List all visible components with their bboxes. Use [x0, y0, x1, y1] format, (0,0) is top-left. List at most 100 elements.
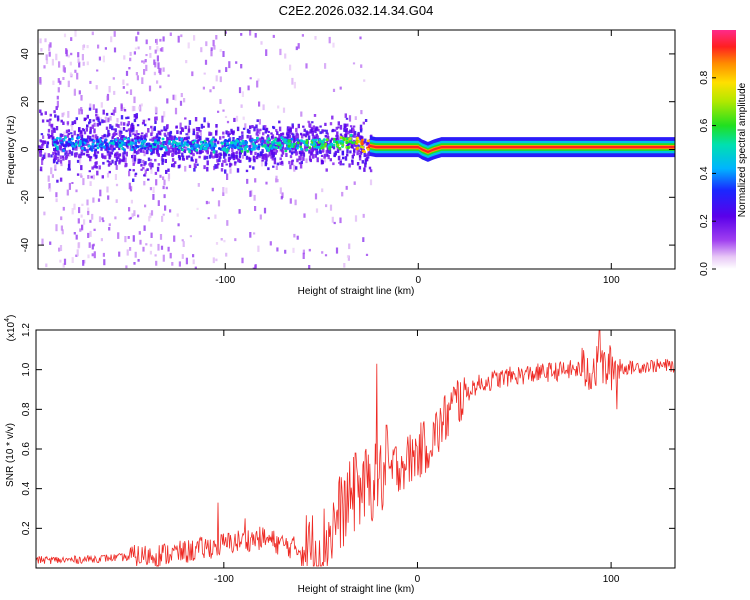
spectral-cell: [236, 146, 240, 149]
spectral-cell: [369, 169, 373, 173]
spectral-cell: [262, 153, 265, 157]
spectral-cell: [334, 138, 338, 143]
spectral-cell: [105, 126, 109, 130]
spectral-cell: [86, 199, 89, 206]
spectral-cell: [210, 155, 213, 158]
spectral-cell: [81, 143, 85, 147]
spectral-cell: [276, 162, 279, 166]
spectral-cell: [358, 154, 362, 158]
spectral-cell: [238, 87, 242, 94]
spectral-cell: [41, 238, 44, 246]
spectral-cell: [102, 55, 105, 63]
spectral-cell: [280, 160, 284, 164]
spectral-cell: [108, 86, 111, 93]
spectral-cell: [54, 144, 57, 147]
spectral-cell: [321, 146, 325, 150]
spectral-cell: [343, 127, 346, 132]
spectral-cell: [180, 137, 183, 141]
spectral-cell: [130, 185, 133, 189]
spectral-cell: [41, 158, 44, 165]
spectral-cell: [332, 88, 336, 92]
spectral-cell: [284, 138, 287, 142]
spectral-cell: [92, 104, 95, 110]
spectral-cell: [321, 129, 324, 134]
spectral-cell: [132, 147, 135, 151]
spectral-cell: [199, 147, 203, 151]
spectral-cell: [62, 206, 65, 211]
spectral-cell: [323, 153, 327, 158]
spectral-cell: [150, 158, 153, 162]
spectral-cell: [110, 151, 113, 154]
spectral-cell: [253, 139, 257, 142]
spectral-cell: [352, 127, 355, 133]
spectral-cell: [188, 120, 192, 125]
spectral-cell: [235, 151, 239, 154]
spectral-cell: [257, 245, 260, 252]
spectral-cell: [260, 160, 264, 167]
spectral-cell: [353, 131, 357, 136]
spectral-cell: [56, 136, 59, 140]
spectral-cell: [132, 169, 135, 172]
spectral-cell: [213, 45, 216, 50]
spectral-cell: [337, 126, 340, 129]
spectral-cell: [363, 79, 366, 82]
spectral-cell: [68, 182, 71, 190]
spectral-cell: [89, 138, 92, 142]
spectral-cell: [356, 133, 360, 138]
spectral-cell: [144, 123, 147, 127]
spectral-cell: [254, 151, 257, 155]
spectral-cell: [161, 160, 164, 165]
spectral-cell: [288, 149, 292, 153]
spectral-cell: [124, 157, 127, 163]
spectral-cell: [159, 48, 162, 52]
spectral-cell: [65, 129, 69, 134]
spectral-cell: [97, 44, 100, 49]
spectral-cell: [311, 131, 314, 136]
spectral-cell: [98, 122, 102, 126]
spectral-cell: [80, 134, 84, 139]
spectral-cell: [201, 150, 204, 153]
spectral-cell: [104, 155, 107, 160]
spectral-cell: [182, 241, 185, 247]
spectral-cell: [181, 254, 184, 259]
spectral-cell: [350, 141, 354, 144]
spectral-cell: [307, 135, 311, 140]
spectral-cell: [114, 138, 118, 142]
spectral-cell: [139, 136, 142, 140]
spectral-cell: [164, 146, 167, 149]
spectral-cell: [273, 159, 277, 165]
spectral-cell: [55, 53, 58, 61]
spectral-cell: [128, 170, 131, 177]
spectral-cell: [150, 210, 154, 216]
spectral-cell: [159, 85, 162, 89]
spectral-cell: [185, 60, 188, 64]
spectral-cell: [108, 223, 111, 227]
spectral-cell: [262, 127, 265, 130]
colorbar-tick-label: 0.0: [699, 262, 710, 276]
spectrogram-y-tick-label: 0: [20, 146, 31, 152]
spectral-cell: [113, 155, 117, 158]
spectral-cell: [181, 127, 184, 131]
spectral-cell: [181, 152, 184, 157]
spectral-cell: [267, 137, 271, 141]
spectral-cell: [171, 147, 174, 152]
spectral-cell: [336, 147, 340, 151]
spectral-cell: [117, 155, 120, 160]
spectral-cell: [231, 144, 235, 147]
spectral-cell: [199, 140, 203, 144]
spectral-cell: [184, 117, 187, 120]
spectral-cell: [185, 136, 189, 140]
spectral-cell: [122, 157, 125, 163]
spectral-cell: [123, 107, 126, 111]
spectral-cell: [303, 145, 307, 150]
colorbar-ticks: 0.0 0.2 0.4 0.6 0.8: [699, 70, 716, 276]
spectral-cell: [308, 149, 311, 154]
spectral-cell: [156, 55, 159, 62]
spectral-cell: [62, 77, 65, 80]
spectral-cell: [274, 137, 277, 141]
spectral-cell: [163, 126, 166, 132]
spectral-cell: [202, 86, 205, 90]
spectral-cell: [50, 124, 53, 128]
spectral-cell: [353, 134, 356, 138]
spectral-cell: [172, 145, 176, 148]
